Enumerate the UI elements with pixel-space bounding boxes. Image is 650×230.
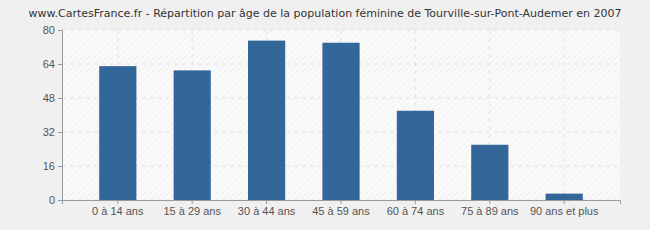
tick-label: 15 à 29 ans — [163, 205, 221, 217]
tick-mark — [58, 30, 62, 31]
tick: 90 ans et plus — [530, 200, 599, 217]
title: www.CartesFrance.fr - Répartition par âg… — [29, 7, 622, 20]
tick-mark — [415, 200, 416, 204]
bar — [174, 70, 211, 200]
tick-mark — [58, 166, 62, 167]
x-axis: 0 à 14 ans 15 à 29 ans 30 à 44 ans 45 à 59 … — [63, 200, 621, 217]
plot: 0 16 32 48 64 80 0 à 14 ans 15 à 29 ans 30 à 44 … — [43, 24, 621, 217]
tick-label: 80 — [43, 24, 55, 36]
y-axis: 0 16 32 48 64 80 — [43, 24, 63, 206]
tick: 0 à 14 ans — [92, 200, 144, 217]
tick-mark — [341, 200, 342, 204]
tick-mark — [58, 200, 62, 201]
tick-mark — [58, 132, 62, 133]
bar — [99, 66, 136, 200]
tick: 30 à 44 ans — [238, 200, 296, 217]
tick-label: 48 — [43, 92, 55, 104]
tick: 32 — [43, 126, 62, 138]
tick-label: 90 ans et plus — [530, 205, 599, 217]
tick: 15 à 29 ans — [163, 200, 221, 217]
axis-line — [63, 201, 621, 205]
tick-label: 16 — [43, 160, 55, 172]
bar — [397, 111, 434, 200]
bar — [248, 41, 285, 200]
tick-label: 0 à 14 ans — [92, 205, 144, 217]
tick-label: 75 à 89 ans — [461, 205, 519, 217]
tick: 45 à 59 ans — [312, 200, 370, 217]
tick: 16 — [43, 160, 62, 172]
bar — [322, 43, 359, 200]
tick: 60 à 74 ans — [387, 200, 445, 217]
tick: 64 — [43, 58, 62, 70]
tick-label: 64 — [43, 58, 55, 70]
tick: 48 — [43, 92, 62, 104]
tick-label: 0 — [49, 194, 55, 206]
tick-label: 30 à 44 ans — [238, 205, 296, 217]
grid — [62, 30, 620, 200]
tick-mark — [117, 200, 118, 204]
tick-mark — [58, 98, 62, 99]
bars — [99, 41, 583, 200]
tick: 75 à 89 ans — [461, 200, 519, 217]
chart: www.CartesFrance.fr - Répartition par âg… — [0, 0, 650, 230]
tick-mark — [489, 200, 490, 204]
axis-line — [58, 31, 63, 201]
tick-label: 32 — [43, 126, 55, 138]
tick-label: 45 à 59 ans — [312, 205, 370, 217]
plot-area — [62, 30, 620, 200]
tick-mark — [192, 200, 193, 204]
tick: 80 — [43, 24, 62, 36]
tick-mark — [58, 64, 62, 65]
tick: 0 — [49, 194, 62, 206]
grid-line — [564, 30, 565, 200]
tick-mark — [266, 200, 267, 204]
bar — [546, 194, 583, 200]
bar — [471, 145, 508, 200]
tick-mark — [564, 200, 565, 204]
tick-label: 60 à 74 ans — [387, 205, 445, 217]
background — [0, 0, 650, 230]
